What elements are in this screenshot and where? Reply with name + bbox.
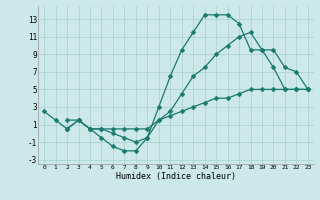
X-axis label: Humidex (Indice chaleur): Humidex (Indice chaleur): [116, 172, 236, 181]
